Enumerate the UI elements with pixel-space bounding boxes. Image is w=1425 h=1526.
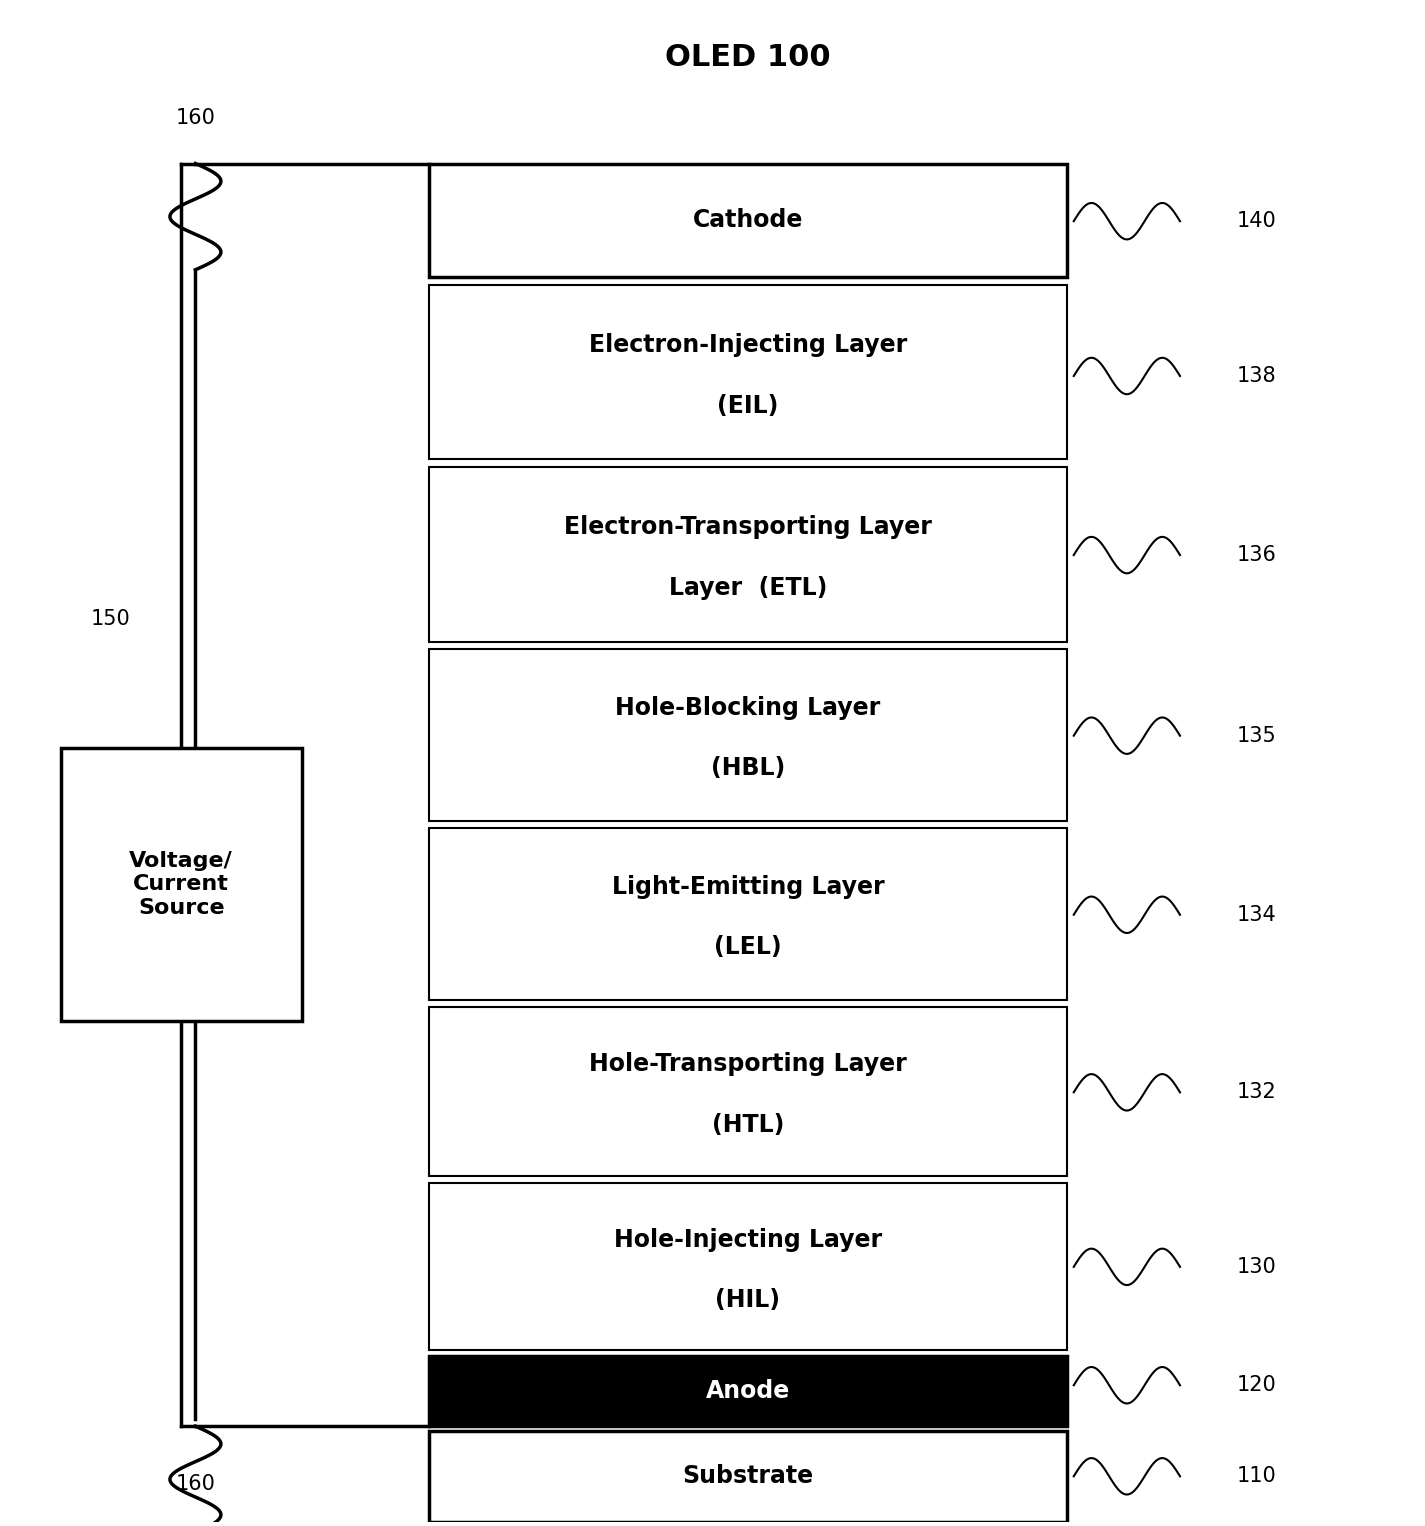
Text: 132: 132 bbox=[1237, 1082, 1277, 1102]
Text: Light-Emitting Layer: Light-Emitting Layer bbox=[611, 874, 885, 899]
Text: 140: 140 bbox=[1237, 211, 1277, 232]
FancyBboxPatch shape bbox=[429, 1007, 1067, 1177]
Text: 130: 130 bbox=[1237, 1257, 1277, 1277]
Text: Cathode: Cathode bbox=[693, 209, 804, 232]
FancyBboxPatch shape bbox=[429, 829, 1067, 1000]
FancyBboxPatch shape bbox=[429, 285, 1067, 459]
Text: (HBL): (HBL) bbox=[711, 757, 785, 780]
Text: 150: 150 bbox=[91, 609, 130, 629]
FancyBboxPatch shape bbox=[429, 1357, 1067, 1427]
FancyBboxPatch shape bbox=[61, 748, 302, 1021]
Text: Anode: Anode bbox=[705, 1380, 789, 1404]
FancyBboxPatch shape bbox=[429, 649, 1067, 821]
Text: 134: 134 bbox=[1237, 905, 1277, 925]
FancyBboxPatch shape bbox=[429, 163, 1067, 278]
FancyBboxPatch shape bbox=[429, 1431, 1067, 1521]
Text: 160: 160 bbox=[175, 1474, 215, 1494]
Text: (HTL): (HTL) bbox=[711, 1112, 784, 1137]
Text: Layer  (ETL): Layer (ETL) bbox=[668, 575, 826, 600]
Text: 120: 120 bbox=[1237, 1375, 1277, 1395]
Text: (HIL): (HIL) bbox=[715, 1288, 781, 1312]
Text: 138: 138 bbox=[1237, 366, 1277, 386]
Text: 110: 110 bbox=[1237, 1466, 1277, 1486]
Text: Hole-Injecting Layer: Hole-Injecting Layer bbox=[614, 1227, 882, 1251]
Text: Hole-Transporting Layer: Hole-Transporting Layer bbox=[589, 1053, 906, 1076]
Text: (LEL): (LEL) bbox=[714, 935, 782, 960]
Text: Substrate: Substrate bbox=[683, 1465, 814, 1488]
Text: Electron-Transporting Layer: Electron-Transporting Layer bbox=[564, 514, 932, 539]
Text: Voltage/
Current
Source: Voltage/ Current Source bbox=[130, 852, 234, 917]
FancyBboxPatch shape bbox=[429, 1183, 1067, 1351]
Text: 160: 160 bbox=[175, 108, 215, 128]
Text: (EIL): (EIL) bbox=[717, 394, 778, 418]
Text: 135: 135 bbox=[1237, 726, 1277, 746]
Text: Hole-Blocking Layer: Hole-Blocking Layer bbox=[616, 696, 881, 720]
Text: OLED 100: OLED 100 bbox=[665, 43, 831, 72]
Text: 136: 136 bbox=[1237, 545, 1277, 565]
Text: Electron-Injecting Layer: Electron-Injecting Layer bbox=[589, 333, 908, 357]
FancyBboxPatch shape bbox=[429, 467, 1067, 641]
